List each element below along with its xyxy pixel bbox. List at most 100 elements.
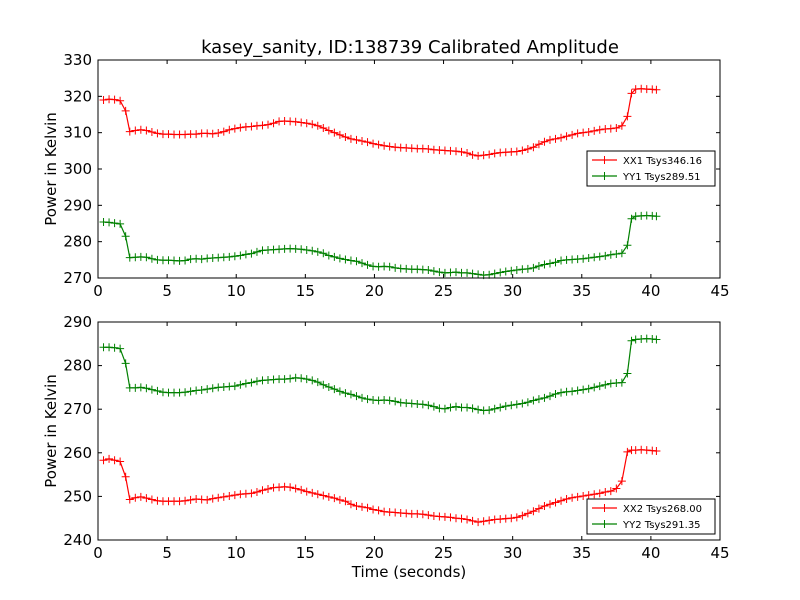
data-point [308,120,317,129]
data-point [518,511,527,520]
data-point [147,495,156,504]
data-point [523,398,532,407]
data-point [147,385,156,394]
data-point [557,496,566,505]
data-point [385,262,394,271]
data-point [529,263,538,272]
data-point [153,386,162,395]
data-point [627,89,636,98]
data-point [424,145,433,154]
data-point [540,501,549,510]
data-point [451,147,460,156]
y-tick-label: 310 [63,124,92,142]
data-point [579,128,588,137]
data-point [247,489,256,498]
data-point [302,246,311,255]
data-point [324,251,333,260]
data-point [468,516,477,525]
series-yy2 [99,334,661,415]
data-point [518,146,527,155]
data-point [186,387,195,396]
y-tick-label: 260 [63,444,92,462]
data-point [319,249,328,258]
data-point [529,143,538,152]
data-point [391,397,400,406]
data-point [258,121,267,130]
data-point [374,140,383,149]
data-point [99,456,108,465]
y-tick-label: 290 [63,196,92,214]
series-line [103,88,657,157]
x-tick-label: 35 [572,544,591,562]
data-point [230,252,239,261]
data-point [512,513,521,522]
data-point [523,145,532,154]
data-point [131,493,140,502]
data-point [606,124,615,133]
data-point [192,130,201,139]
data-point [324,382,333,391]
data-point [352,135,361,144]
data-point [652,447,661,456]
data-point [208,129,217,138]
data-point [341,497,350,506]
y-tick-label: 300 [63,160,92,178]
data-point [463,403,472,412]
data-point [652,212,661,221]
data-point [330,385,339,394]
data-point [568,493,577,502]
data-point [358,137,367,146]
legend-marker [600,172,609,180]
data-point [247,122,256,131]
data-point [297,245,306,254]
data-point [474,270,483,279]
x-tick-label: 10 [227,282,246,300]
data-point [429,402,438,411]
data-point [601,380,610,389]
data-point [208,384,217,393]
data-point [363,138,372,147]
data-point [590,253,599,262]
legend-label: XX1 Tsys346.16 [623,156,702,167]
data-point [474,405,483,414]
data-point [352,501,361,510]
data-point [440,404,449,413]
data-point [617,249,626,258]
data-point [264,120,273,129]
legend-label: YY2 Tsys291.35 [622,520,701,531]
data-point [540,393,549,402]
legend-marker [600,156,609,164]
data-point [203,495,212,504]
data-point [617,121,626,130]
data-point [363,260,372,269]
x-tick-label: 15 [296,282,315,300]
data-point [136,125,145,134]
data-point [308,376,317,385]
x-tick-label: 15 [296,544,315,562]
data-point [446,403,455,412]
data-point [579,385,588,394]
data-point [468,269,477,278]
data-point [490,149,499,158]
data-point [105,218,114,227]
data-point [358,259,367,268]
data-point [595,382,604,391]
legend-marker [600,504,609,512]
data-point [612,484,621,493]
data-point [341,133,350,142]
data-point [219,492,228,501]
data-point [313,378,322,387]
data-point [446,513,455,522]
data-point [335,495,344,504]
data-point [313,247,322,256]
data-point [121,359,130,368]
data-point [302,487,311,496]
data-point [612,123,621,132]
data-point [297,374,306,383]
data-point [573,129,582,138]
data-point [496,403,505,412]
y-tick-label: 280 [63,357,92,375]
x-tick-label: 20 [365,544,384,562]
x-tick-label: 5 [162,282,172,300]
data-point [230,124,239,133]
